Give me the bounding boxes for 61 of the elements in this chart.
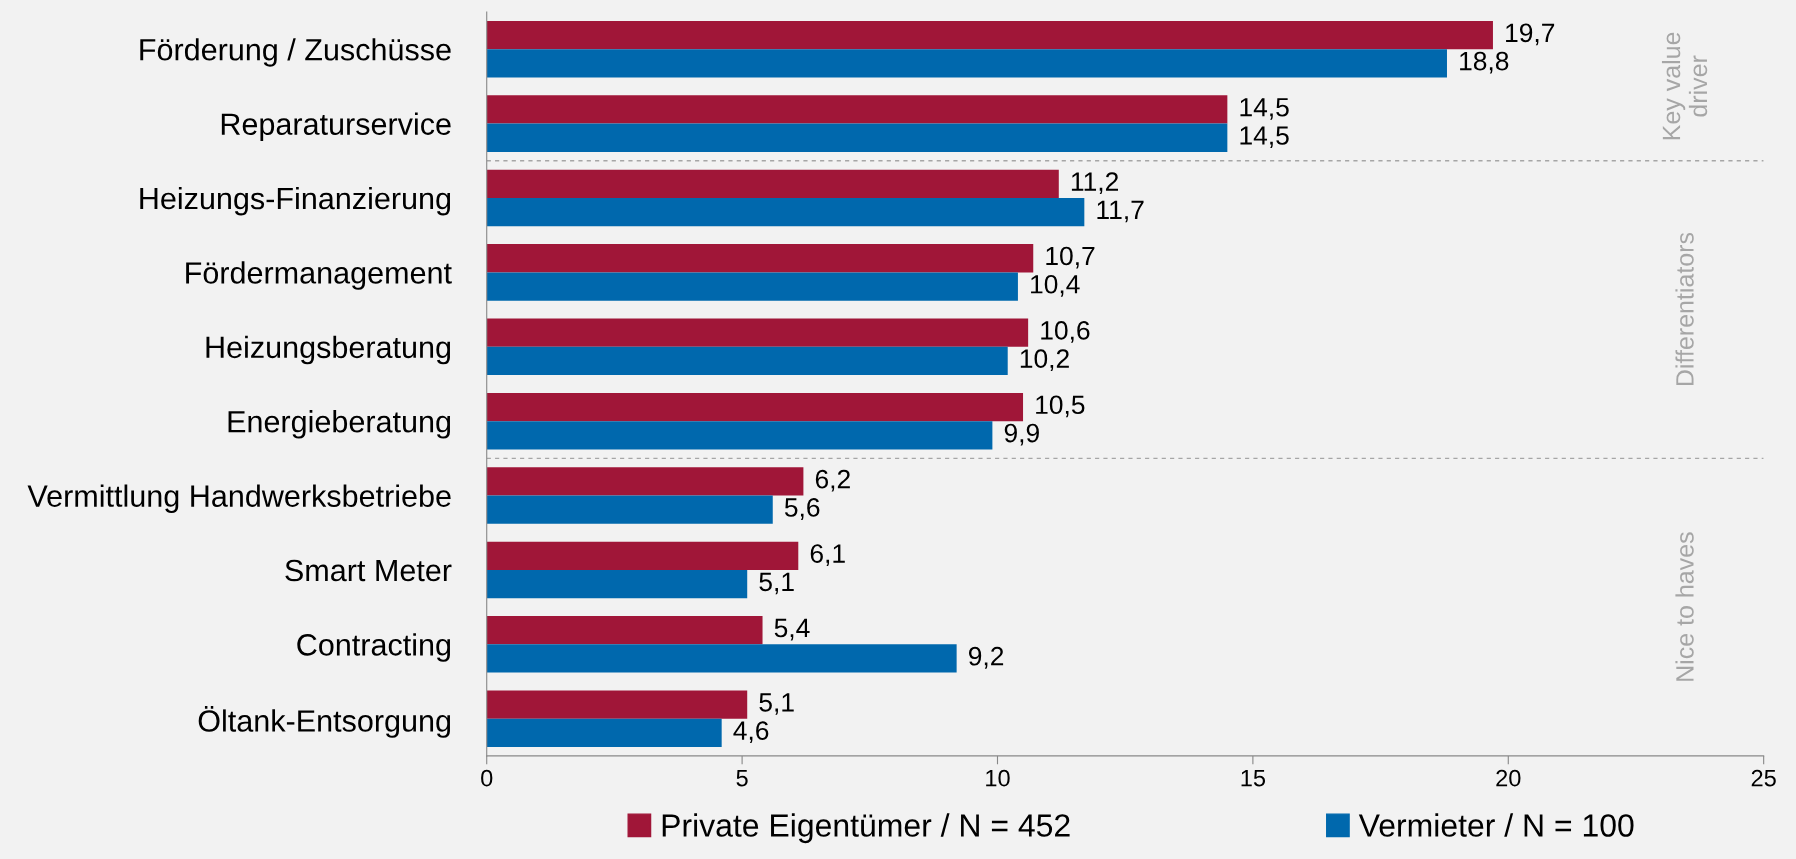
y-tick-label: Vermittlung Handwerksbetriebe [27, 484, 451, 513]
y-tick-label: Heizungsberatung [206, 335, 451, 365]
legend-label: Private Eigentümer / N = 452 [662, 813, 1070, 844]
data-label: 10,5 [1036, 395, 1085, 418]
data-label: 19,7 [1506, 23, 1555, 46]
data-label: 14,5 [1240, 126, 1289, 148]
annotation: Nice to haves [1675, 532, 1694, 681]
data-label: 10,2 [1020, 349, 1069, 372]
bar [486, 495, 773, 524]
data-label: 14,5 [1240, 98, 1289, 120]
data-label: 4,6 [733, 721, 769, 744]
y-tick-label: Fördermanagement [186, 261, 452, 290]
y-tick-label: Förderung / Zuschüsse [140, 38, 451, 67]
legend-label: Vermieter / N = 100 [1358, 813, 1634, 837]
bar [486, 718, 722, 747]
y-tick-label: Heizungs-Finanzierung [140, 186, 451, 216]
x-tick-label: 0 [481, 769, 493, 787]
bar [486, 95, 1228, 124]
bar [486, 541, 799, 570]
y-tick-label: Smart Meter [285, 559, 452, 582]
bar [486, 20, 1493, 50]
annotation: Key value driver [1661, 32, 1708, 140]
bar [486, 616, 763, 645]
data-label: 5,4 [774, 618, 810, 641]
bar [486, 346, 1008, 376]
data-label: 10,4 [1031, 274, 1080, 297]
bar [486, 318, 1029, 347]
bar [486, 198, 1085, 227]
annotation: Differentiators [1675, 232, 1694, 386]
bar [486, 421, 993, 450]
bar [486, 244, 1034, 273]
y-tick-label: Energieberatung [228, 410, 451, 439]
data-label: 10,7 [1046, 246, 1095, 269]
data-label: 6,1 [810, 544, 845, 567]
data-label: 18,8 [1460, 51, 1509, 74]
bar [486, 690, 748, 719]
y-tick-label: Öltank-Entsorgung [198, 705, 451, 738]
bar [486, 49, 1447, 78]
y-tick-label: Contracting [297, 633, 451, 662]
bar [486, 169, 1059, 198]
bar [486, 467, 804, 496]
x-tick-label: 20 [1496, 769, 1521, 787]
data-label: 10,6 [1041, 321, 1090, 343]
data-label: 9,2 [968, 646, 1004, 669]
bar [486, 644, 957, 673]
data-label: 11,7 [1097, 200, 1144, 223]
x-tick-label: 25 [1751, 769, 1776, 787]
data-label: 5,1 [759, 693, 794, 715]
bar [486, 272, 1018, 301]
bar [486, 392, 1024, 422]
bar [486, 123, 1228, 152]
x-tick-label: 5 [736, 769, 748, 787]
data-label: 5,6 [784, 498, 820, 520]
data-label: 6,2 [815, 469, 850, 492]
x-tick-label: 15 [1241, 769, 1266, 787]
x-tick-label: 10 [986, 769, 1010, 787]
data-label: 9,9 [1004, 423, 1039, 446]
y-tick-label: Reparaturservice [221, 112, 451, 142]
bar [486, 569, 748, 599]
data-label: 5,1 [759, 572, 794, 595]
data-label: 11,2 [1071, 172, 1118, 195]
